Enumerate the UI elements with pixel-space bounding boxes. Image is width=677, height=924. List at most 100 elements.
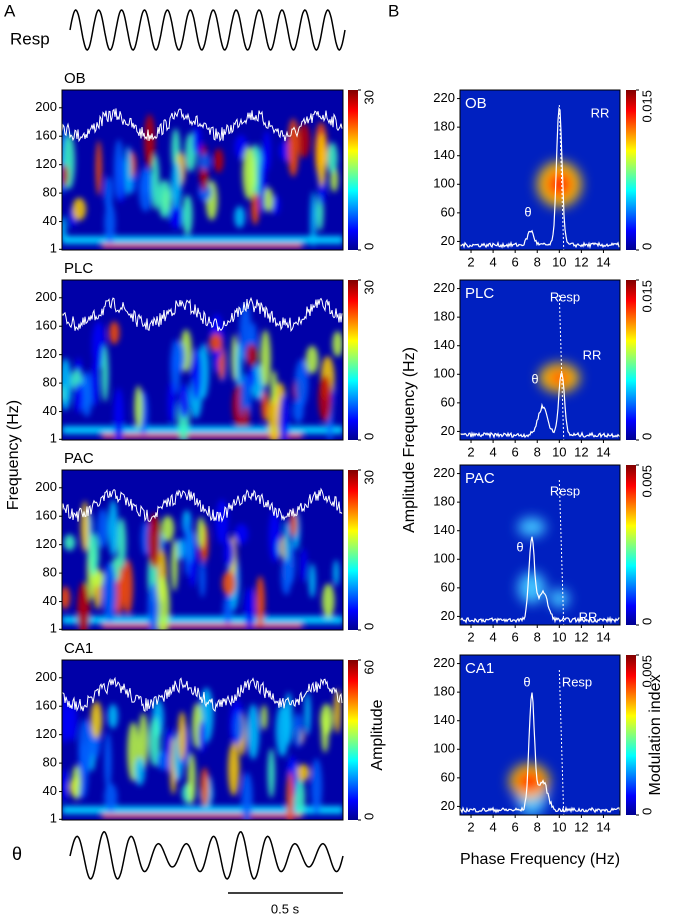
blob [62,768,68,802]
plot-title: OB [64,70,86,87]
blob [242,406,250,428]
blob [124,145,132,196]
resp-trace [69,9,346,51]
y-tick-label: 60 [441,204,455,219]
colorbar [626,465,636,625]
blob [104,783,118,812]
heatmap [62,470,343,630]
blob [151,154,160,211]
plot-title: PLC [64,260,93,277]
blob [305,345,319,374]
blob [209,333,223,352]
blob [138,712,149,770]
resp-line [558,479,565,625]
y-tick-label: 220 [433,465,455,480]
x-tick-label: 4 [489,444,496,459]
blob [235,341,243,396]
x-tick-label: 2 [467,254,474,269]
blob [545,169,574,199]
colorbar [348,470,358,630]
blob [74,382,84,414]
blob [260,329,271,388]
blob [175,342,186,372]
blob [134,385,143,430]
y-tick-label: 200 [35,99,57,114]
blob [147,513,161,569]
y-tick-label: 40 [43,593,57,608]
heatmap-bg [460,90,620,250]
resp-line [558,669,565,815]
annotation: RR [579,609,598,624]
colorbar-label: Modulation index [647,675,664,796]
blob [213,148,224,173]
y-tick-label: 220 [433,280,455,295]
y-tick-label: 20 [441,608,455,623]
blob [67,703,78,742]
plot-frame [459,654,621,816]
x-tick-label: 6 [512,254,519,269]
blob [333,559,340,586]
y-tick-label: 60 [441,769,455,784]
blob [286,771,294,820]
blob [263,187,274,213]
x-tick-label: 2 [467,819,474,834]
envelope-trace [62,296,343,332]
blob [261,390,269,422]
blob [171,539,179,592]
resp-line [558,104,565,250]
annotation: θ [516,539,523,554]
y-tick-label: 180 [433,119,455,134]
y-tick-label: 120 [35,156,57,171]
y-tick-label: 120 [35,536,57,551]
y-tick-label: 20 [441,233,455,248]
blob [117,517,127,569]
blob [90,701,103,739]
blob [95,140,102,196]
y-tick-label: 60 [441,394,455,409]
colorbar [348,280,358,440]
blob [192,125,202,156]
blob [200,767,210,807]
blob [134,757,145,786]
x-tick-label: 6 [512,444,519,459]
blob [244,587,255,630]
band [102,244,302,248]
blob [182,194,193,236]
blob [234,134,248,160]
blob [293,712,303,748]
blob [304,692,311,736]
y-tick-label: 1 [50,431,57,446]
blob [223,538,235,567]
x-tick-label: 14 [596,819,610,834]
y-tick-label: 200 [35,669,57,684]
y-axis-label: Amplitude Frequency (Hz) [401,347,418,533]
y-tick-label: 120 [35,346,57,361]
blob [144,114,156,169]
y-tick-label: 180 [433,309,455,324]
blob [196,517,206,549]
blob [62,358,72,411]
blob [289,511,298,538]
heatmap-blobs [62,303,343,440]
blob [332,331,343,357]
x-tick-label: 4 [489,819,496,834]
blob [102,562,117,622]
envelope-trace [62,108,343,143]
heatmap [460,465,620,625]
annotation: Resp [562,674,592,689]
colorbar-tick-label: 0.005 [639,465,654,498]
heatmap-blobs [62,687,343,820]
blob [271,195,280,215]
heatmap-blobs [509,763,550,815]
y-tick-label: 80 [43,185,57,200]
blob [227,742,240,796]
blob [327,142,338,174]
plot-title: PLC [465,285,494,302]
band [62,426,343,434]
blob [78,719,93,776]
blob [178,383,190,419]
band [102,434,302,438]
blob [71,765,81,800]
plot-title: CA1 [64,640,93,657]
annotation: θ [531,371,538,386]
